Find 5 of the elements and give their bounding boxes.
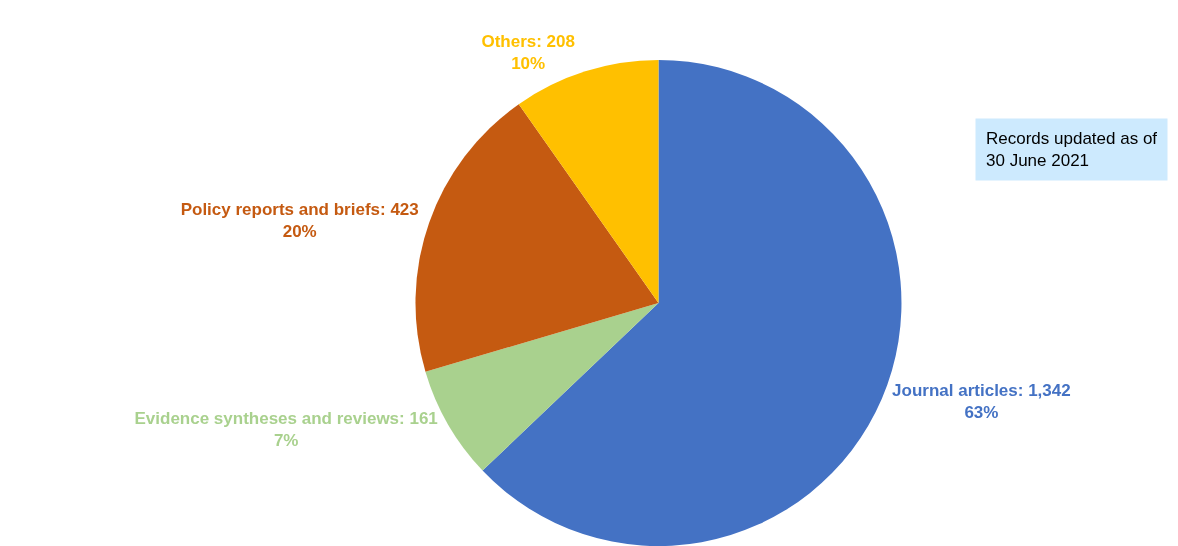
slice-label: Evidence syntheses and reviews: 161 7% [134, 409, 438, 451]
slice-label: Journal articles: 1,342 63% [892, 381, 1071, 423]
text: Records updated as of 30 June 2021 [986, 129, 1158, 171]
slice-label: Others: 208 10% [481, 32, 575, 74]
slice-label: Policy reports and briefs: 423 20% [180, 200, 419, 242]
